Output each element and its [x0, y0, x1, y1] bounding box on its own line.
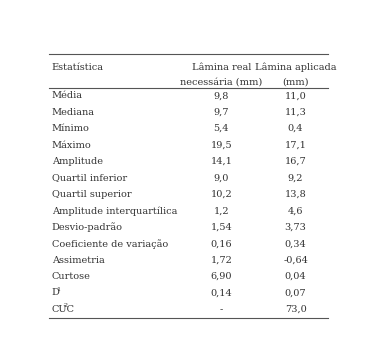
Text: 1,72: 1,72	[210, 256, 232, 265]
Text: necessária (mm): necessária (mm)	[180, 78, 262, 87]
Text: 13,8: 13,8	[285, 190, 307, 199]
Text: Amplitude: Amplitude	[52, 157, 103, 166]
Text: Coeficiente de variação: Coeficiente de variação	[52, 239, 168, 248]
Text: Máximo: Máximo	[52, 140, 92, 149]
Text: 5,4: 5,4	[214, 124, 229, 133]
Text: Mínimo: Mínimo	[52, 124, 89, 133]
Text: Lâmina aplicada: Lâmina aplicada	[255, 63, 336, 72]
Text: Assimetria: Assimetria	[52, 256, 105, 265]
Text: Mediana: Mediana	[52, 108, 95, 117]
Text: (mm): (mm)	[282, 78, 309, 87]
Text: Curtose: Curtose	[52, 272, 91, 281]
Text: Amplitude interquartílica: Amplitude interquartílica	[52, 206, 177, 216]
Text: 14,1: 14,1	[210, 157, 232, 166]
Text: 19,5: 19,5	[210, 140, 232, 149]
Text: D: D	[52, 288, 60, 297]
Text: 9,2: 9,2	[288, 174, 303, 183]
Text: 0,14: 0,14	[210, 288, 232, 297]
Text: 16,7: 16,7	[285, 157, 307, 166]
Text: -0,64: -0,64	[283, 256, 308, 265]
Text: 1,2: 1,2	[213, 206, 229, 215]
Text: 0,16: 0,16	[210, 239, 232, 248]
Text: 11,3: 11,3	[284, 108, 307, 117]
Text: 4,6: 4,6	[288, 206, 303, 215]
Text: 9,7: 9,7	[214, 108, 229, 117]
Text: 10,2: 10,2	[210, 190, 232, 199]
Text: 1,54: 1,54	[210, 223, 232, 232]
Text: 17,1: 17,1	[284, 140, 307, 149]
Text: 2: 2	[63, 303, 67, 308]
Text: 0,04: 0,04	[285, 272, 307, 281]
Text: 6,90: 6,90	[210, 272, 232, 281]
Text: CUC: CUC	[52, 305, 75, 314]
Text: Estatística: Estatística	[52, 63, 104, 72]
Text: Lâmina real: Lâmina real	[192, 63, 251, 72]
Text: 9,8: 9,8	[214, 91, 229, 100]
Text: 0,07: 0,07	[285, 288, 307, 297]
Text: Desvio-padrão: Desvio-padrão	[52, 222, 123, 232]
Text: 0,4: 0,4	[288, 124, 303, 133]
Text: -: -	[220, 305, 223, 314]
Text: Média: Média	[52, 91, 83, 100]
Text: Quartil inferior: Quartil inferior	[52, 174, 127, 183]
Text: 73,0: 73,0	[285, 305, 307, 314]
Text: 1: 1	[57, 287, 61, 292]
Text: 0,34: 0,34	[285, 239, 307, 248]
Text: Quartil superior: Quartil superior	[52, 190, 131, 199]
Text: 3,73: 3,73	[284, 223, 307, 232]
Text: 11,0: 11,0	[285, 91, 307, 100]
Text: 9,0: 9,0	[214, 174, 229, 183]
